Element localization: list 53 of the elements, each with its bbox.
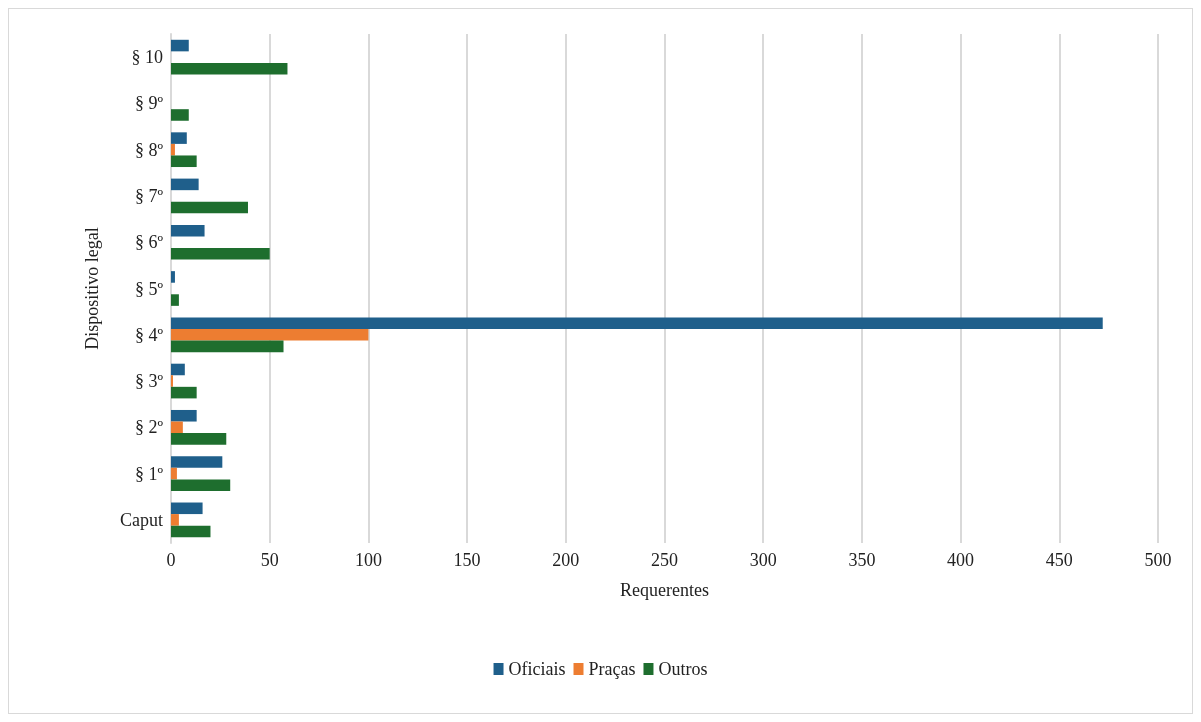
legend-label: Outros (658, 659, 708, 679)
x-tick-label: 350 (848, 550, 876, 570)
x-tick-label: 200 (552, 550, 580, 570)
bar (171, 433, 227, 445)
y-tick-label: § 1º (134, 463, 164, 484)
x-tick-label: 0 (166, 550, 176, 570)
x-tick-label: 450 (1045, 550, 1073, 570)
bar (171, 155, 197, 168)
bar (171, 340, 284, 353)
bar (171, 514, 179, 526)
y-tick-label: § 4º (134, 324, 164, 345)
y-axis-title: Dispositivo legal (82, 227, 102, 350)
bar (171, 479, 231, 491)
x-tick-label: 150 (453, 550, 481, 570)
bar (171, 421, 183, 434)
bar (171, 456, 223, 468)
bar (171, 294, 179, 306)
bar (171, 467, 177, 480)
bar (171, 502, 203, 515)
bar (171, 328, 369, 341)
bar (171, 39, 189, 52)
y-tick-label: § 8º (134, 139, 164, 160)
y-tick-label: § 5º (134, 278, 164, 299)
x-tick-label: 100 (354, 550, 382, 570)
bar (171, 525, 211, 538)
x-tick-label: 300 (749, 550, 777, 570)
bar (171, 317, 1103, 329)
bar (171, 224, 205, 237)
legend-label: Oficiais (508, 659, 566, 679)
x-tick-label: 500 (1144, 550, 1172, 570)
y-tick-label: Caput (120, 509, 163, 530)
y-tick-label: § 9º (134, 93, 164, 114)
bar (171, 143, 175, 156)
x-tick-label: 50 (260, 550, 279, 570)
y-tick-label: § 2º (134, 417, 164, 438)
bar (171, 132, 187, 144)
bar (171, 271, 175, 283)
bar (171, 201, 248, 214)
bar (171, 62, 288, 75)
bar (171, 248, 270, 260)
bar (171, 363, 185, 376)
x-tick-label: 250 (651, 550, 678, 570)
y-tick-label: § 7º (134, 185, 164, 206)
x-tick-label: 400 (947, 550, 975, 570)
y-tick-label: § 6º (134, 232, 164, 253)
bar (171, 409, 197, 422)
y-tick-label: § 10 (131, 47, 163, 68)
y-tick-label: § 3º (134, 371, 164, 392)
bar (171, 386, 197, 399)
x-axis-title: Requerentes (620, 580, 709, 600)
bar (171, 178, 199, 191)
legend-label: Praças (588, 659, 636, 679)
bar (171, 109, 189, 121)
